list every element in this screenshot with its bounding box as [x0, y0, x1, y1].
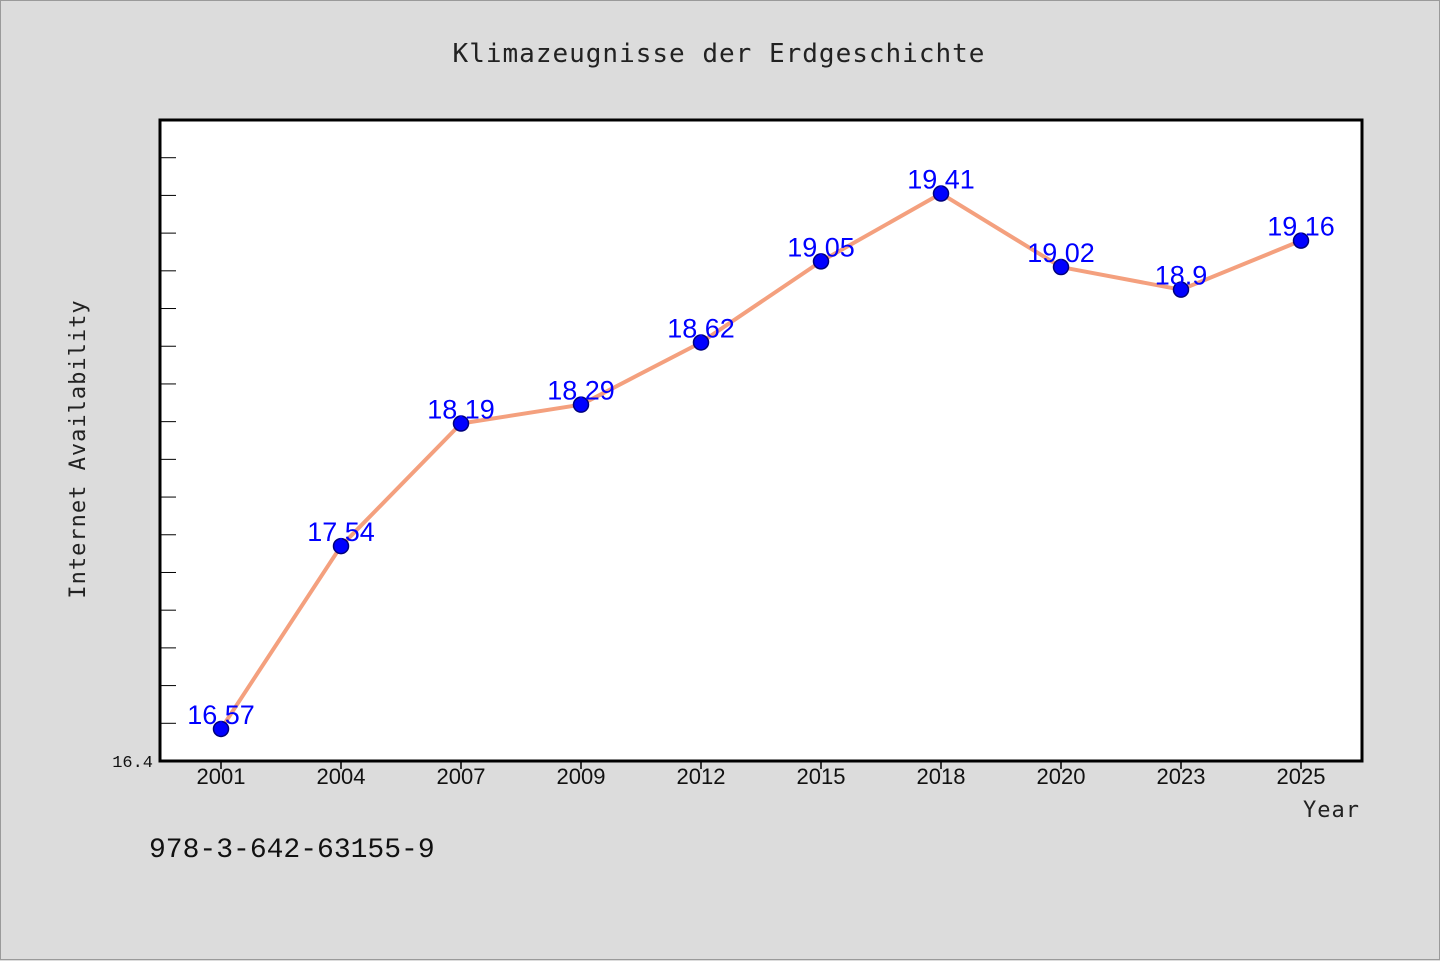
x-tick-label: 2007 — [437, 764, 486, 789]
chart-title: Klimazeugnisse der Erdgeschichte — [453, 39, 986, 69]
data-point — [812, 253, 830, 270]
data-label: 19.02 — [1027, 238, 1095, 268]
x-axis-label: Year — [1303, 798, 1360, 823]
data-label: 17.54 — [307, 517, 375, 547]
x-axis-tick-labels: 2001 2004 2007 2009 2012 2015 2018 2020 2023 2025 — [197, 764, 1326, 789]
data-point — [212, 720, 230, 738]
x-axis-ticks — [220, 761, 1302, 769]
x-tick-label: 2023 — [1157, 764, 1206, 789]
data-point — [1052, 258, 1070, 276]
data-point — [1172, 281, 1190, 298]
data-label: 18.62 — [667, 313, 735, 343]
data-label: 19.41 — [907, 165, 975, 195]
series-line — [219, 191, 1303, 731]
isbn-footnote: 978-3-642-63155-9 — [149, 835, 435, 866]
y-axis-label: Internet Availability — [66, 299, 91, 598]
data-point — [932, 185, 950, 202]
x-tick-label: 2012 — [677, 764, 726, 789]
x-tick-label: 2020 — [1037, 764, 1086, 789]
plot-area — [160, 120, 1362, 761]
data-point — [1292, 232, 1310, 249]
data-labels: 16.57 17.54 18.19 18.29 18.62 19.05 19.41 19.02… — [187, 165, 1335, 730]
data-point — [332, 537, 350, 555]
data-label: 18.9 — [1155, 261, 1208, 291]
data-label: 19.05 — [787, 232, 855, 262]
y-tick-label: 16.4 — [112, 754, 153, 773]
x-tick-label: 2004 — [317, 764, 366, 789]
x-tick-label: 2025 — [1277, 764, 1326, 789]
data-point — [452, 415, 470, 432]
data-label: 19.16 — [1267, 212, 1335, 242]
data-point — [692, 334, 710, 351]
x-tick-label: 2018 — [917, 764, 966, 789]
x-tick-label: 2009 — [557, 764, 606, 789]
x-tick-label: 2015 — [797, 764, 846, 789]
data-label: 16.57 — [187, 700, 255, 730]
plot-border — [158, 118, 1364, 763]
x-tick-label: 2001 — [197, 764, 246, 789]
data-point — [572, 396, 590, 413]
data-markers — [212, 185, 1310, 738]
data-label: 18.19 — [427, 395, 495, 425]
data-label: 18.29 — [547, 376, 615, 406]
